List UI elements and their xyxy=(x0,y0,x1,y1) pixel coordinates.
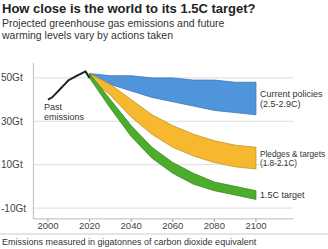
y-tick-label: 30Gt xyxy=(1,116,23,127)
y-axis xyxy=(33,63,34,219)
x-tick-label: 2020 xyxy=(79,220,100,231)
subtitle: Projected greenhouse gas emissions and f… xyxy=(1,17,225,41)
x-tick-label: 2040 xyxy=(121,220,142,231)
x-tick-label: 2080 xyxy=(204,220,225,231)
series-label: Pastemissions xyxy=(44,102,85,122)
line xyxy=(48,71,90,99)
title: How close is the world to its 1.5C targe… xyxy=(2,1,256,16)
footer-rule xyxy=(0,234,328,235)
grid-line xyxy=(33,208,293,209)
x-tick-label: 2100 xyxy=(245,220,266,231)
x-tick-label: 2060 xyxy=(162,220,183,231)
x-axis xyxy=(33,218,293,219)
y-tick-label: -10Gt xyxy=(1,203,26,214)
series-label: 1.5C target xyxy=(260,190,305,200)
series-label: Pledges & targets(1.8-2.1C) xyxy=(260,150,325,168)
x-tick-label: 2000 xyxy=(37,220,58,231)
band-area xyxy=(90,74,256,169)
band-area xyxy=(90,74,256,200)
chart: How close is the world to its 1.5C targe… xyxy=(0,0,328,249)
footnote: Emissions measured in gigatonnes of carb… xyxy=(2,237,257,247)
y-tick-label: 50Gt xyxy=(1,72,23,83)
y-tick-label: 10Gt xyxy=(1,159,23,170)
plot-area xyxy=(48,71,256,199)
series-label: Current policies(2.5-2.9C) xyxy=(260,89,323,109)
